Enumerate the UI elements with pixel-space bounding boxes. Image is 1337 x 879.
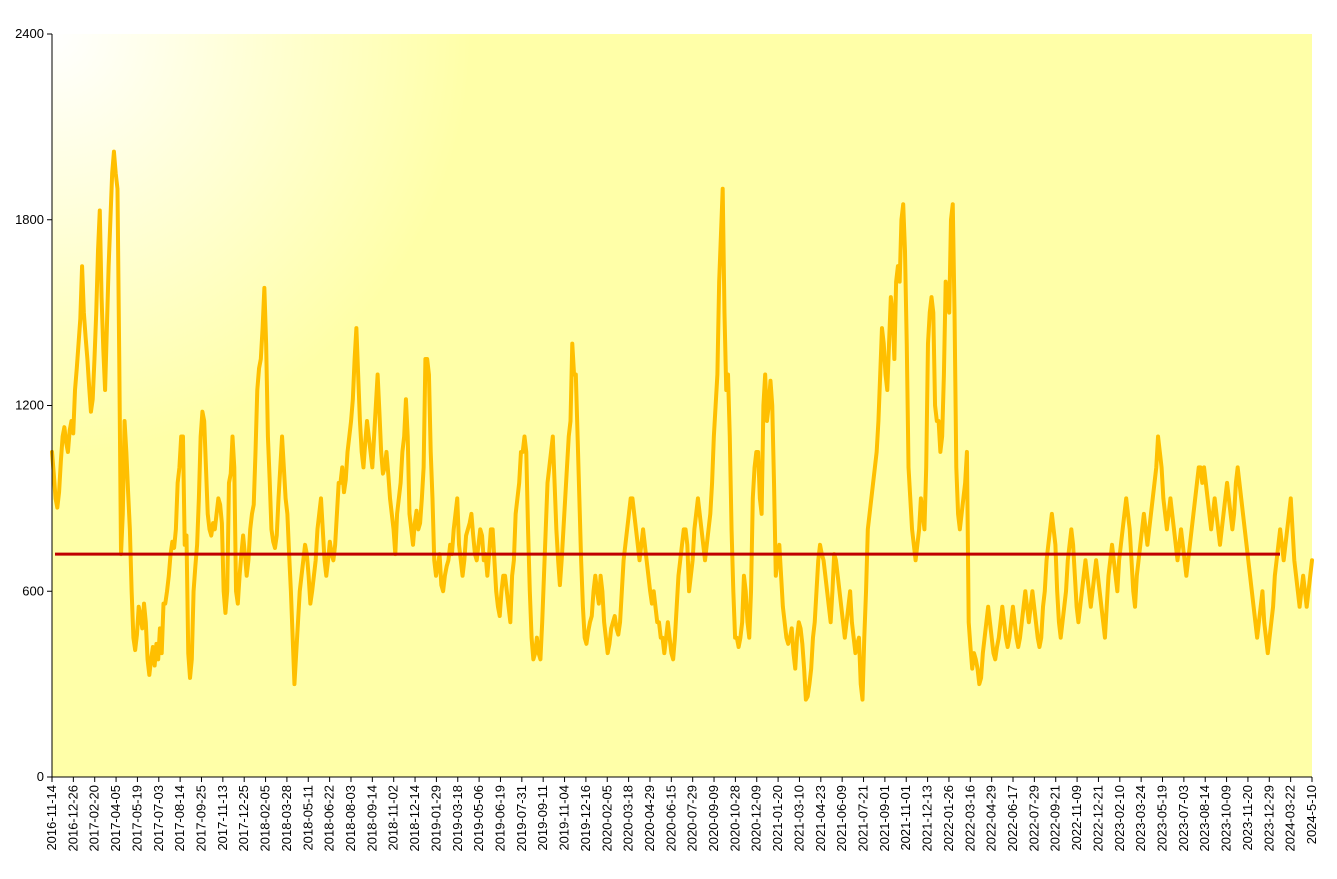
y-tick-label: 1200 bbox=[15, 398, 44, 413]
x-tick-label: 2021-09-01 bbox=[877, 785, 892, 852]
x-tick-label: 2018-12-14 bbox=[407, 785, 422, 852]
series-line bbox=[50, 149, 1314, 702]
x-tick-label: 2020-09-09 bbox=[706, 785, 721, 852]
x-tick-label: 2017-04-05 bbox=[108, 785, 123, 852]
y-tick-label: 2400 bbox=[15, 26, 44, 41]
x-tick-label: 2021-12-13 bbox=[920, 785, 935, 852]
x-tick-label: 2019-09-11 bbox=[535, 785, 550, 851]
x-tick-label: 2016-11-14 bbox=[44, 785, 59, 851]
x-tick-label: 2018-05-11 bbox=[300, 785, 315, 851]
x-tick-label: 2022-11-09 bbox=[1069, 785, 1084, 851]
x-tick-label: 2018-09-14 bbox=[364, 785, 379, 852]
y-axis-ticks: 0 600 1200 1800 2400 bbox=[15, 26, 52, 784]
y-tick-label: 0 bbox=[37, 769, 44, 784]
x-tick-label: 2020-10-28 bbox=[727, 785, 742, 852]
x-tick-label: 2023-02-10 bbox=[1112, 785, 1127, 852]
plot-area-background bbox=[52, 34, 1312, 777]
x-tick-label: 2023-08-14 bbox=[1197, 785, 1212, 852]
y-tick-label: 600 bbox=[22, 583, 44, 598]
x-tick-label: 2017-11-13 bbox=[215, 785, 230, 851]
x-tick-label: 2023-12-29 bbox=[1261, 785, 1276, 852]
x-tick-label: 2018-11-02 bbox=[386, 785, 401, 851]
x-tick-label: 2020-02-05 bbox=[599, 785, 614, 852]
x-tick-label: 2023-11-20 bbox=[1240, 785, 1255, 851]
x-tick-label: 2023-10-09 bbox=[1219, 785, 1234, 852]
x-tick-label: 2022-04-29 bbox=[984, 785, 999, 852]
x-tick-label: 2019-03-18 bbox=[450, 785, 465, 852]
x-tick-label: 2022-06-17 bbox=[1005, 785, 1020, 852]
x-tick-label: 2019-05-06 bbox=[471, 785, 486, 852]
x-tick-label: 2023-03-24 bbox=[1133, 785, 1148, 852]
x-tick-label: 2019-07-31 bbox=[514, 785, 529, 852]
x-tick-label: 2018-06-22 bbox=[322, 785, 337, 852]
x-tick-label: 2016-12-26 bbox=[65, 785, 80, 852]
x-tick-label: 2020-12-09 bbox=[749, 785, 764, 852]
x-tick-label: 2021-11-01 bbox=[898, 785, 913, 851]
x-tick-label: 2020-03-18 bbox=[621, 785, 636, 852]
x-tick-label: 2024-03-22 bbox=[1283, 785, 1298, 852]
x-tick-label: 2019-01-29 bbox=[428, 785, 443, 852]
x-tick-label: 2022-12-21 bbox=[1090, 785, 1105, 852]
x-tick-label: 2017-09-25 bbox=[193, 785, 208, 852]
x-tick-label: 2017-02-20 bbox=[87, 785, 102, 852]
x-tick-label: 2017-08-14 bbox=[172, 785, 187, 852]
x-tick-label: 2021-07-21 bbox=[856, 785, 871, 852]
x-tick-label: 2021-03-10 bbox=[791, 785, 806, 852]
x-tick-label: 2021-01-20 bbox=[770, 785, 785, 852]
x-tick-label: 2018-03-28 bbox=[279, 785, 294, 852]
x-tick-label: 2019-12-16 bbox=[578, 785, 593, 852]
x-tick-label: 2022-09-21 bbox=[1048, 785, 1063, 852]
x-tick-label: 2019-11-04 bbox=[557, 785, 572, 851]
x-tick-label: 2020-04-29 bbox=[642, 785, 657, 852]
x-tick-label: 2020-07-29 bbox=[685, 785, 700, 852]
x-tick-label: 2021-06-09 bbox=[834, 785, 849, 852]
x-tick-label: 2023-07-03 bbox=[1176, 785, 1191, 852]
x-tick-label: 2017-05-19 bbox=[129, 785, 144, 852]
x-tick-label: 2017-12-25 bbox=[236, 785, 251, 852]
x-tick-label: 2023-05-19 bbox=[1155, 785, 1170, 852]
x-tick-label: 2021-04-23 bbox=[813, 785, 828, 852]
y-tick-label: 1800 bbox=[15, 212, 44, 227]
x-tick-label: 2022-07-29 bbox=[1026, 785, 1041, 852]
x-tick-label: 2019-06-19 bbox=[492, 785, 507, 852]
x-tick-label: 2024-5-10 bbox=[1304, 785, 1319, 844]
x-tick-label: 2018-02-05 bbox=[258, 785, 273, 852]
x-tick-label: 2017-07-03 bbox=[151, 785, 166, 852]
x-tick-label: 2022-01-26 bbox=[941, 785, 956, 852]
x-tick-label: 2020-06-15 bbox=[663, 785, 678, 852]
x-tick-label: 2018-08-03 bbox=[343, 785, 358, 852]
x-axis-ticks: 2016-11-14 2016-12-26 2017-02-20 2017-04-05… bbox=[44, 777, 1319, 852]
x-tick-label: 2022-03-16 bbox=[962, 785, 977, 852]
